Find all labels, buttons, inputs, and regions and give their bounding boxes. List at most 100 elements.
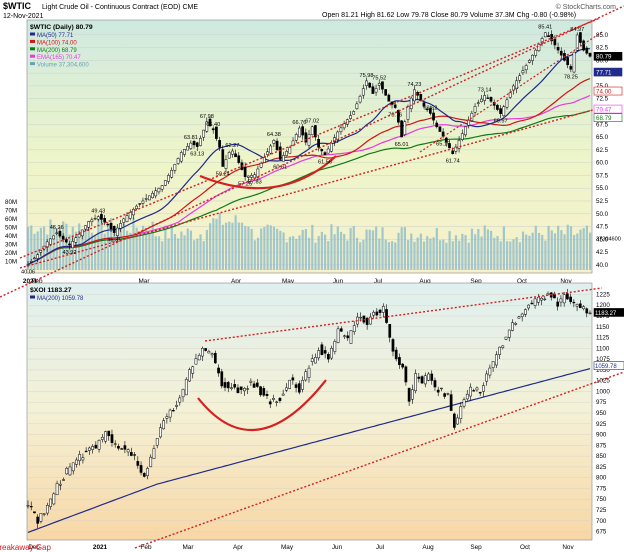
candle-body xyxy=(381,81,384,90)
volume-bar xyxy=(116,228,119,270)
candle-body xyxy=(146,468,149,476)
volume-bar xyxy=(132,217,135,270)
candle-body xyxy=(391,339,395,352)
candle-body xyxy=(106,223,110,226)
date-tick: Jun xyxy=(332,544,343,551)
candle-body xyxy=(181,388,185,398)
candle-body xyxy=(505,99,509,108)
price-label: 49.43 xyxy=(91,209,105,215)
candle-body xyxy=(162,420,166,430)
candle-body xyxy=(65,467,69,475)
candle-body xyxy=(492,101,496,106)
candle-body xyxy=(195,142,199,147)
candle-body xyxy=(339,328,343,332)
volume-bar xyxy=(550,230,553,270)
volume-tick: 20M xyxy=(5,250,17,257)
candle-body xyxy=(339,127,343,133)
candle-body xyxy=(233,384,237,388)
candle-body xyxy=(422,102,426,107)
volume-bar xyxy=(339,231,343,270)
price-tick: 40.0 xyxy=(596,262,609,269)
price-tick: 825 xyxy=(596,464,607,471)
candle-body xyxy=(473,106,477,113)
candle-body xyxy=(29,505,33,508)
value-tag-text: 80.79 xyxy=(596,54,612,61)
candle-body xyxy=(566,57,569,66)
price-tick: 50.0 xyxy=(596,211,609,218)
date-tick: 2021 xyxy=(23,278,38,285)
candle-body xyxy=(210,353,214,356)
date-tick: Feb xyxy=(140,544,151,551)
candle-body xyxy=(243,166,247,177)
volume-bar xyxy=(534,225,537,270)
lower-channel-line xyxy=(19,107,601,269)
date-tick: Aug xyxy=(422,544,434,551)
price-tick: 975 xyxy=(596,399,607,406)
candle-body xyxy=(189,142,193,149)
candle-body xyxy=(369,316,372,325)
candle-body xyxy=(323,152,327,155)
volume-bar xyxy=(521,231,525,270)
candle-body xyxy=(440,387,443,390)
volume-bar xyxy=(164,225,167,270)
volume-bar xyxy=(304,229,308,270)
candle-body xyxy=(147,195,151,201)
volume-bar xyxy=(470,228,474,270)
candle-body xyxy=(475,387,479,391)
volume-bar xyxy=(27,226,30,270)
volume-bar xyxy=(442,239,445,270)
volume-bar xyxy=(362,239,365,270)
volume-bar xyxy=(212,218,215,270)
legend-label: MA(200) 1059.78 xyxy=(37,296,84,302)
price-tick: 675 xyxy=(596,529,607,536)
candle-body xyxy=(197,355,201,361)
price-tick: 72.5 xyxy=(596,96,609,103)
volume-bar xyxy=(458,240,461,270)
volume-bar xyxy=(193,240,196,270)
candle-body xyxy=(449,394,453,411)
candle-body xyxy=(333,341,337,352)
volume-bar xyxy=(397,232,400,270)
price-label: 43.92 xyxy=(63,250,77,256)
candle-body xyxy=(420,376,424,384)
candle-body xyxy=(540,38,544,44)
candle-body xyxy=(285,151,288,156)
volume-bar xyxy=(90,232,94,270)
candle-body xyxy=(517,316,521,319)
volume-bar xyxy=(400,227,403,270)
volume-bar xyxy=(183,235,186,270)
candle-body xyxy=(511,322,514,331)
candle-body xyxy=(372,311,375,316)
price-tick: 1225 xyxy=(596,291,610,298)
candle-body xyxy=(534,49,538,56)
volume-bar xyxy=(285,242,288,270)
date-tick: Mar xyxy=(138,278,150,285)
volume-bar xyxy=(528,235,531,270)
volume-bar xyxy=(167,238,170,270)
price-tick: 62.5 xyxy=(596,147,609,154)
base-arc xyxy=(197,379,327,432)
candle-body xyxy=(120,448,124,450)
candle-body xyxy=(250,175,253,178)
volume-bar xyxy=(288,236,292,270)
candle-body xyxy=(26,505,30,507)
volume-bar xyxy=(292,236,295,270)
legend-label: Volume 37,304,600 xyxy=(37,63,89,69)
volume-bar xyxy=(531,232,534,270)
volume-bar xyxy=(250,228,253,270)
volume-bar xyxy=(515,237,518,270)
candle-body xyxy=(514,323,518,325)
volume-bar xyxy=(391,241,394,270)
candle-body xyxy=(112,225,116,233)
volume-bar xyxy=(129,232,132,270)
volume-bar xyxy=(52,224,55,270)
volume-bar xyxy=(74,231,78,270)
symbol-description: Light Crude Oil - Continuous Contract (E… xyxy=(42,4,198,11)
volume-bar xyxy=(343,234,346,270)
volume-bar xyxy=(266,224,269,270)
candle-body xyxy=(220,371,224,387)
volume-bar xyxy=(589,232,592,270)
candle-body xyxy=(186,145,190,151)
volume-bar xyxy=(256,237,260,270)
candle-body xyxy=(262,388,266,396)
